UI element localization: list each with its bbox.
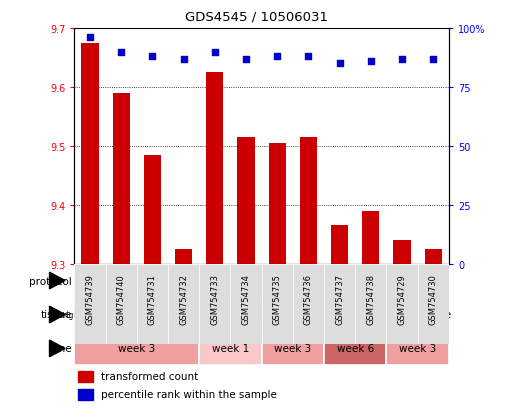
Bar (386, 265, 449, 297)
Bar (230, 264, 262, 344)
Text: left ventricle: left ventricle (120, 310, 186, 320)
Bar (137, 264, 168, 344)
Text: GSM754739: GSM754739 (86, 273, 94, 324)
Bar (238, 138, 254, 264)
Point (242, 56, 250, 63)
Text: percentile rank within the sample: percentile rank within the sample (101, 389, 277, 399)
Text: pulmonary artery clipping: pulmonary artery clipping (225, 276, 361, 286)
Text: GSM754731: GSM754731 (148, 273, 157, 324)
Point (398, 56, 406, 63)
Bar (106, 299, 199, 331)
Text: GSM754729: GSM754729 (398, 273, 407, 324)
Text: transformed count: transformed count (101, 372, 198, 382)
Text: protocol: protocol (29, 276, 72, 286)
Bar (300, 138, 317, 264)
Bar (324, 332, 386, 365)
Text: sham: sham (123, 276, 151, 286)
Bar (269, 143, 286, 264)
Point (429, 56, 438, 63)
Bar (74, 299, 106, 331)
Text: GSM754737: GSM754737 (335, 273, 344, 325)
Point (304, 54, 312, 60)
Point (86, 35, 94, 42)
Text: GSM754740: GSM754740 (116, 273, 126, 324)
Text: GSM754738: GSM754738 (366, 273, 376, 325)
Bar (324, 264, 355, 344)
Bar (82, 44, 98, 264)
Bar (386, 264, 418, 344)
Bar (386, 299, 449, 331)
Bar (425, 249, 442, 264)
Text: week 3: week 3 (118, 344, 155, 354)
Point (148, 54, 156, 60)
Bar (168, 264, 199, 344)
Bar (74, 265, 199, 297)
Text: transaortic
constriction: transaortic constriction (391, 271, 444, 290)
Bar (362, 211, 380, 264)
Bar (78, 389, 93, 400)
Text: week 1: week 1 (212, 344, 249, 354)
Bar (199, 332, 262, 365)
Bar (262, 332, 324, 365)
Text: right ventricle: right ventricle (63, 310, 117, 319)
Text: GSM754733: GSM754733 (210, 273, 220, 325)
Polygon shape (49, 273, 65, 289)
Text: week 6: week 6 (337, 344, 374, 354)
Bar (106, 264, 137, 344)
Text: right ventricle: right ventricle (256, 310, 330, 320)
Text: GSM754734: GSM754734 (242, 273, 250, 324)
Text: left ventricle: left ventricle (385, 310, 451, 320)
Text: GSM754732: GSM754732 (179, 273, 188, 324)
Text: GSM754735: GSM754735 (273, 273, 282, 324)
Bar (418, 264, 449, 344)
Text: week 3: week 3 (274, 344, 311, 354)
Polygon shape (49, 340, 65, 357)
Polygon shape (49, 306, 65, 323)
Bar (355, 264, 386, 344)
Bar (386, 332, 449, 365)
Point (211, 49, 219, 56)
Bar (175, 249, 192, 264)
Point (180, 56, 188, 63)
Text: GSM754730: GSM754730 (429, 273, 438, 324)
Text: week 3: week 3 (399, 344, 436, 354)
Bar (78, 371, 93, 382)
Text: GSM754736: GSM754736 (304, 273, 313, 325)
Point (367, 59, 375, 65)
Bar (393, 240, 410, 264)
Bar (74, 264, 106, 344)
Text: tissue: tissue (41, 310, 72, 320)
Point (336, 61, 344, 67)
Bar (199, 264, 230, 344)
Bar (262, 264, 293, 344)
Bar (199, 299, 386, 331)
Point (117, 49, 125, 56)
Bar (331, 226, 348, 264)
Text: time: time (48, 344, 72, 354)
Bar (74, 332, 199, 365)
Point (273, 54, 281, 60)
Bar (113, 93, 130, 264)
Bar (199, 265, 386, 297)
Bar (144, 155, 161, 264)
Bar (206, 73, 223, 264)
Bar (293, 264, 324, 344)
Text: GDS4545 / 10506031: GDS4545 / 10506031 (185, 10, 328, 23)
